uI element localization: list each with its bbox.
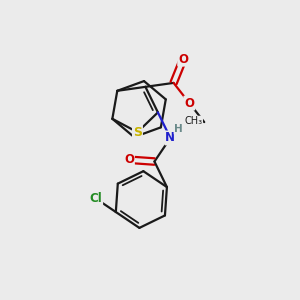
Text: H: H <box>174 124 183 134</box>
Text: O: O <box>178 53 188 66</box>
Text: O: O <box>124 153 134 166</box>
Text: CH₃: CH₃ <box>184 116 202 126</box>
Text: S: S <box>133 126 142 139</box>
Text: N: N <box>165 131 176 145</box>
Text: O: O <box>184 97 194 110</box>
Text: Cl: Cl <box>89 192 102 205</box>
